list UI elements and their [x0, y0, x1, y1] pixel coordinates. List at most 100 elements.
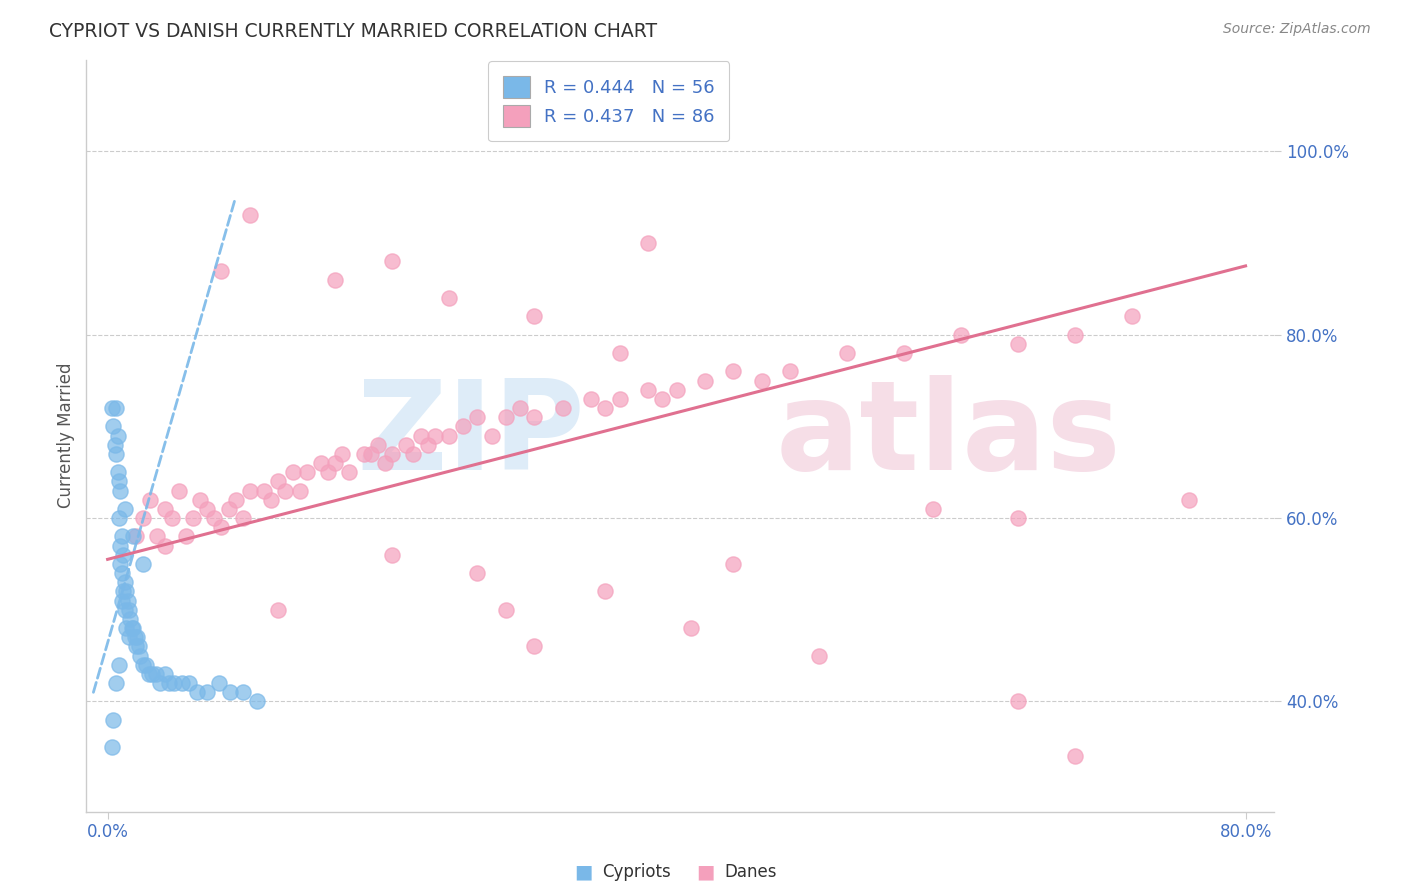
Point	[1007, 511, 1029, 525]
Point	[246, 694, 269, 708]
Point	[111, 566, 134, 580]
Point	[581, 392, 603, 406]
Point	[467, 410, 489, 425]
Point	[416, 438, 439, 452]
Point	[232, 511, 254, 525]
Point	[122, 621, 145, 635]
Point	[117, 593, 139, 607]
Point	[104, 438, 127, 452]
Point	[105, 676, 128, 690]
Point	[837, 346, 859, 360]
Text: ■: ■	[696, 863, 716, 882]
Point	[195, 502, 218, 516]
Point	[360, 447, 382, 461]
Text: ■: ■	[574, 863, 593, 882]
Legend: R = 0.444   N = 56, R = 0.437   N = 86: R = 0.444 N = 56, R = 0.437 N = 86	[488, 62, 730, 141]
Point	[186, 685, 208, 699]
Point	[267, 603, 290, 617]
Point	[188, 492, 211, 507]
Point	[665, 383, 688, 397]
Point	[637, 235, 659, 250]
Point	[163, 676, 186, 690]
Point	[135, 657, 157, 672]
Point	[367, 438, 389, 452]
Point	[181, 511, 204, 525]
Point	[112, 584, 135, 599]
Point	[153, 502, 176, 516]
Point	[132, 657, 155, 672]
Point	[157, 676, 180, 690]
Point	[723, 557, 745, 571]
Point	[353, 447, 375, 461]
Point	[121, 621, 143, 635]
Point	[595, 584, 617, 599]
Point	[108, 657, 131, 672]
Point	[114, 502, 136, 516]
Point	[274, 483, 297, 498]
Point	[323, 273, 346, 287]
Point	[195, 685, 218, 699]
Point	[1007, 694, 1029, 708]
Point	[467, 566, 489, 580]
Point	[807, 648, 830, 663]
Point	[101, 401, 124, 415]
Point	[103, 713, 125, 727]
Point	[101, 740, 124, 755]
Point	[651, 392, 673, 406]
Point	[239, 483, 262, 498]
Text: Source: ZipAtlas.com: Source: ZipAtlas.com	[1223, 22, 1371, 37]
Point	[167, 483, 190, 498]
Text: ZIP: ZIP	[356, 375, 585, 496]
Point	[495, 603, 517, 617]
Point	[129, 648, 152, 663]
Point	[381, 254, 404, 268]
Point	[209, 263, 232, 277]
Point	[110, 539, 132, 553]
Point	[288, 483, 311, 498]
Point	[609, 392, 631, 406]
Point	[437, 291, 460, 305]
Point	[115, 584, 138, 599]
Text: Danes: Danes	[724, 863, 776, 881]
Point	[114, 603, 136, 617]
Point	[232, 685, 254, 699]
Point	[146, 529, 169, 543]
Point	[323, 456, 346, 470]
Point	[950, 327, 973, 342]
Point	[330, 447, 353, 461]
Point	[423, 428, 446, 442]
Point	[139, 492, 162, 507]
Point	[107, 428, 129, 442]
Point	[132, 511, 155, 525]
Point	[107, 465, 129, 479]
Point	[281, 465, 304, 479]
Point	[779, 364, 801, 378]
Point	[103, 419, 125, 434]
Text: atlas: atlas	[775, 375, 1121, 496]
Point	[1007, 336, 1029, 351]
Point	[149, 676, 172, 690]
Point	[295, 465, 318, 479]
Point	[125, 640, 148, 654]
Point	[122, 529, 145, 543]
Point	[127, 630, 149, 644]
Point	[153, 539, 176, 553]
Point	[202, 511, 225, 525]
Point	[1063, 749, 1085, 764]
Point	[253, 483, 276, 498]
Point	[339, 465, 361, 479]
Point	[395, 438, 418, 452]
Point	[125, 529, 148, 543]
Point	[132, 557, 155, 571]
Point	[141, 667, 163, 681]
Point	[225, 492, 247, 507]
Point	[921, 502, 943, 516]
Point	[128, 640, 150, 654]
Point	[481, 428, 503, 442]
Point	[239, 209, 262, 223]
Point	[118, 630, 141, 644]
Point	[381, 447, 404, 461]
Text: CYPRIOT VS DANISH CURRENTLY MARRIED CORRELATION CHART: CYPRIOT VS DANISH CURRENTLY MARRIED CORR…	[49, 22, 658, 41]
Point	[260, 492, 283, 507]
Point	[374, 456, 396, 470]
